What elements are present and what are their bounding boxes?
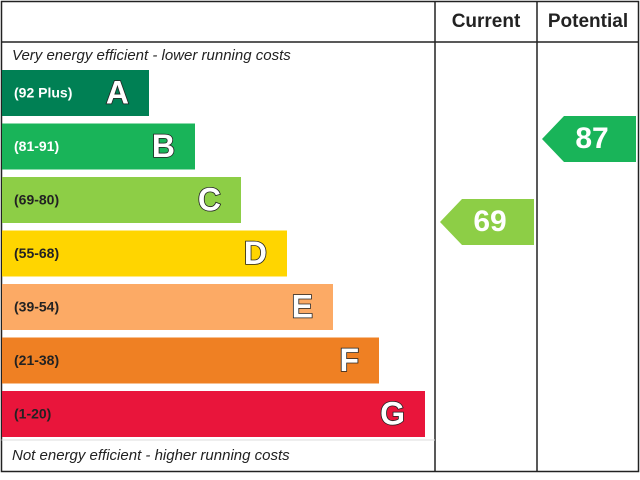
band-range: (55-68) — [14, 245, 59, 261]
band-letter: A — [106, 74, 129, 110]
band-bar — [2, 337, 379, 384]
band-range: (39-54) — [14, 299, 59, 315]
band-letter: C — [198, 181, 221, 217]
bottom-note: Not energy efficient - higher running co… — [12, 447, 290, 464]
band-bar — [2, 391, 425, 437]
top-note: Very energy efficient - lower running co… — [12, 47, 291, 64]
potential-header: Potential — [548, 11, 628, 32]
band-letter: D — [244, 235, 267, 271]
current-score: 69 — [473, 205, 506, 238]
band-bar — [2, 284, 333, 330]
band-bar — [2, 70, 149, 116]
band-letter: F — [339, 342, 359, 378]
band-range: (81-91) — [14, 138, 59, 154]
band-range: (21-38) — [14, 352, 59, 368]
potential-score: 87 — [575, 122, 608, 155]
band-range: (1-20) — [14, 406, 51, 422]
bands: (92 Plus) A (81-91) B (69-80) C (55-68) D (39-54… — [2, 70, 425, 437]
band-letter: E — [292, 288, 313, 324]
band-letter: G — [380, 395, 405, 431]
current-arrow — [440, 199, 534, 245]
band-bar — [2, 177, 241, 223]
band-letter: B — [152, 128, 175, 164]
potential-arrow — [542, 116, 636, 162]
band-bar — [2, 230, 287, 277]
band-range: (92 Plus) — [14, 85, 72, 101]
band-bar — [2, 123, 195, 170]
current-header: Current — [452, 11, 521, 32]
band-range: (69-80) — [14, 192, 59, 208]
